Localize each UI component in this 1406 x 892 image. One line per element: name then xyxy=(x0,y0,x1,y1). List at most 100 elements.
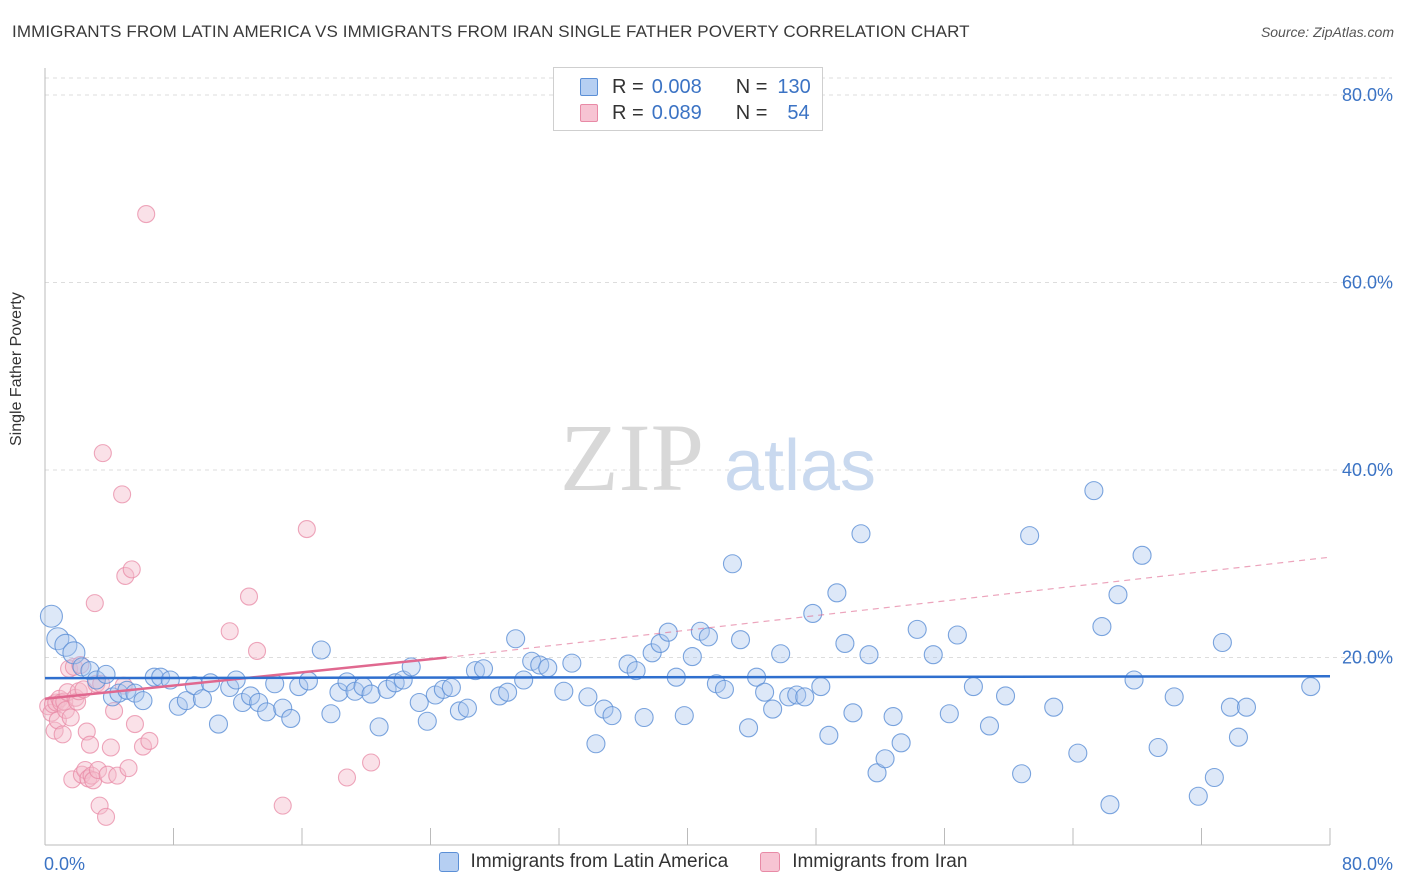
data-point-iran xyxy=(125,715,144,734)
series-iran-points xyxy=(39,205,381,826)
y-axis-label: Single Father Poverty xyxy=(8,292,25,446)
legend-swatch-blue xyxy=(580,78,598,96)
legend-swatch-pink xyxy=(760,852,781,872)
chart-title: IMMIGRANTS FROM LATIN AMERICA VS IMMIGRA… xyxy=(12,22,970,41)
data-point-iran xyxy=(273,796,292,815)
data-point-latin-america xyxy=(1044,697,1064,717)
y-tick-label: 40.0% xyxy=(1342,460,1393,480)
x-tick-label: 80.0% xyxy=(1342,854,1393,874)
data-point-latin-america xyxy=(674,706,694,726)
data-point-latin-america xyxy=(298,671,318,691)
data-point-latin-america xyxy=(1020,526,1040,546)
data-point-iran xyxy=(61,708,80,727)
data-point-iran xyxy=(140,731,159,750)
data-point-latin-america xyxy=(409,692,429,713)
data-point-latin-america xyxy=(698,627,718,647)
data-point-latin-america xyxy=(417,711,437,731)
data-point-latin-america xyxy=(819,725,839,745)
data-point-latin-america xyxy=(963,677,983,697)
data-point-latin-america xyxy=(827,583,847,603)
data-point-latin-america xyxy=(1188,786,1208,806)
correlation-legend: R = 0.008 N = 130 R = 0.089 N = 54 xyxy=(553,67,823,131)
data-point-latin-america xyxy=(241,686,261,706)
data-point-latin-america xyxy=(39,604,63,628)
data-point-latin-america xyxy=(586,734,606,754)
legend-label-latin-america: Immigrants from Latin America xyxy=(470,851,729,872)
data-point-latin-america xyxy=(133,691,153,711)
series-legend: Immigrants from Latin America Immigrants… xyxy=(0,851,1406,873)
data-point-latin-america xyxy=(1012,764,1032,784)
data-point-latin-america xyxy=(1092,617,1112,637)
data-point-iran xyxy=(247,641,267,660)
legend-n-label: N = xyxy=(735,101,768,124)
data-point-latin-america xyxy=(1124,670,1144,690)
data-point-latin-america xyxy=(281,708,301,728)
data-point-latin-america xyxy=(1164,687,1184,707)
data-point-latin-america xyxy=(192,689,212,709)
watermark-zip: ZIP xyxy=(560,404,704,511)
data-point-latin-america xyxy=(498,682,518,702)
data-point-latin-america xyxy=(779,687,799,707)
data-point-latin-america xyxy=(233,692,253,713)
data-point-latin-america xyxy=(602,706,622,726)
data-point-iran xyxy=(116,566,135,585)
data-point-latin-america xyxy=(714,679,734,699)
data-point-latin-america xyxy=(722,554,743,574)
data-point-latin-america xyxy=(321,704,341,724)
data-point-latin-america xyxy=(311,640,331,660)
data-point-latin-america xyxy=(1068,743,1088,763)
data-point-iran xyxy=(119,759,138,778)
data-point-iran xyxy=(297,520,316,539)
data-point-iran xyxy=(88,760,108,780)
data-point-latin-america xyxy=(907,619,927,639)
data-point-latin-america xyxy=(594,699,614,719)
data-point-latin-america xyxy=(618,654,638,674)
x-tick-label: 0.0% xyxy=(44,854,85,874)
y-tick-label: 60.0% xyxy=(1342,273,1393,293)
data-point-latin-america xyxy=(626,661,646,681)
data-point-latin-america xyxy=(811,677,831,697)
legend-n-value: 54 xyxy=(787,101,810,124)
y-tick-label: 20.0% xyxy=(1342,648,1393,668)
legend-r-label: R = xyxy=(612,101,644,124)
data-point-latin-america xyxy=(738,718,759,738)
data-point-iran xyxy=(113,485,132,504)
data-point-iran xyxy=(98,765,117,784)
data-point-latin-america xyxy=(1108,585,1128,605)
legend-r-value: 0.008 xyxy=(651,75,702,98)
data-point-latin-america xyxy=(883,707,903,727)
y-tick-label: 80.0% xyxy=(1342,85,1393,105)
trend-line-latin-america xyxy=(44,675,1331,680)
data-point-latin-america xyxy=(562,653,582,673)
data-point-latin-america xyxy=(457,698,477,718)
legend-n-label: N = xyxy=(735,75,768,98)
data-point-latin-america xyxy=(465,661,486,681)
data-point-latin-america xyxy=(1220,697,1240,717)
legend-swatch-pink xyxy=(580,104,598,122)
data-point-iran xyxy=(239,587,259,606)
data-point-iran xyxy=(80,735,100,754)
legend-r-value: 0.089 xyxy=(651,101,702,124)
grid-lines xyxy=(45,77,1392,658)
data-point-latin-america xyxy=(578,687,598,707)
data-point-latin-america xyxy=(473,659,494,679)
data-point-iran xyxy=(96,807,116,826)
legend-label-iran: Immigrants from Iran xyxy=(792,851,968,872)
data-point-iran xyxy=(63,770,82,789)
data-point-iran xyxy=(85,594,104,613)
data-point-iran xyxy=(93,444,112,463)
data-point-latin-america xyxy=(947,625,967,645)
legend-r-label: R = xyxy=(612,75,644,98)
data-point-latin-america xyxy=(329,682,349,702)
legend-item-latin-america: Immigrants from Latin America xyxy=(438,851,729,873)
data-point-latin-america xyxy=(682,647,702,667)
data-point-latin-america xyxy=(176,691,196,711)
data-point-latin-america xyxy=(891,733,911,753)
data-point-iran xyxy=(137,205,156,224)
data-point-latin-america xyxy=(795,687,815,707)
data-point-latin-america xyxy=(787,685,807,705)
data-point-latin-america xyxy=(369,717,389,737)
data-point-latin-america xyxy=(1212,632,1232,653)
legend-n-value: 130 xyxy=(777,75,811,98)
data-point-latin-america xyxy=(650,633,670,653)
